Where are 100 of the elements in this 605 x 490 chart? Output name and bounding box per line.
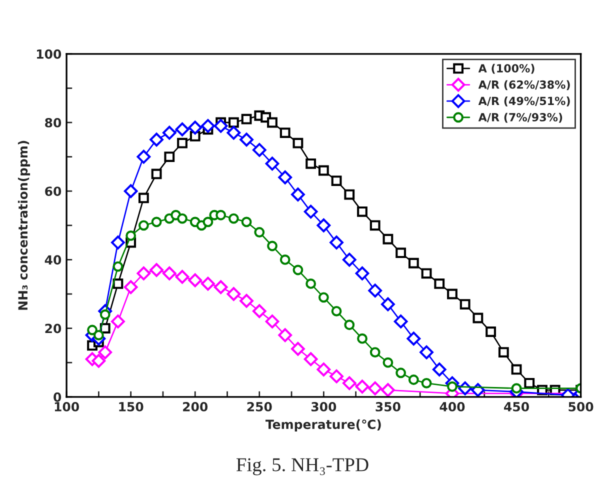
point bbox=[368, 381, 382, 396]
point bbox=[138, 220, 149, 231]
point bbox=[382, 234, 394, 244]
point bbox=[406, 332, 421, 346]
point bbox=[394, 314, 408, 328]
point bbox=[432, 362, 446, 376]
point bbox=[201, 276, 215, 291]
y-tick-label: 100 bbox=[37, 49, 62, 59]
point bbox=[265, 156, 280, 171]
x-tick-label: 400 bbox=[440, 402, 465, 412]
x-tick-label: 250 bbox=[247, 402, 272, 412]
point bbox=[226, 126, 241, 140]
point bbox=[214, 280, 228, 294]
point bbox=[162, 126, 176, 140]
point bbox=[342, 376, 356, 390]
point bbox=[265, 314, 280, 328]
point bbox=[292, 138, 304, 148]
point bbox=[344, 320, 355, 330]
point bbox=[254, 227, 265, 238]
point bbox=[228, 213, 239, 224]
point bbox=[280, 254, 290, 265]
point bbox=[382, 357, 394, 368]
point bbox=[124, 280, 138, 294]
point bbox=[150, 263, 164, 277]
point bbox=[267, 117, 278, 128]
y-tick-label: 80 bbox=[45, 118, 62, 128]
point bbox=[92, 354, 106, 368]
point bbox=[486, 326, 496, 337]
point bbox=[188, 120, 202, 135]
point bbox=[177, 138, 188, 148]
point bbox=[188, 273, 202, 288]
point bbox=[420, 345, 434, 360]
point bbox=[421, 268, 432, 279]
x-tick-label: 300 bbox=[311, 402, 336, 412]
point bbox=[472, 312, 484, 324]
point bbox=[318, 292, 329, 303]
point bbox=[98, 345, 112, 360]
point bbox=[93, 330, 104, 340]
point bbox=[511, 364, 522, 375]
point bbox=[357, 333, 368, 344]
point bbox=[381, 297, 395, 312]
point bbox=[100, 309, 110, 320]
x-tick-label: 350 bbox=[376, 402, 400, 412]
point bbox=[355, 266, 370, 280]
point bbox=[241, 114, 252, 124]
point bbox=[112, 261, 124, 272]
y-tick-label: 20 bbox=[45, 324, 62, 334]
y-tick-label: 60 bbox=[45, 186, 62, 196]
point bbox=[175, 122, 190, 136]
y-tick-label: 40 bbox=[44, 255, 62, 265]
point bbox=[355, 380, 370, 394]
point bbox=[524, 378, 535, 388]
point bbox=[177, 213, 188, 224]
point bbox=[292, 264, 304, 276]
caption: Fig. 5. NH₃-TPD bbox=[236, 458, 368, 476]
point bbox=[304, 352, 318, 366]
point bbox=[267, 240, 278, 252]
point bbox=[175, 270, 190, 284]
point bbox=[214, 118, 228, 133]
point bbox=[331, 176, 342, 186]
x-axis-title: Temperature(℃) bbox=[265, 419, 381, 432]
point bbox=[381, 383, 395, 397]
x-tick-label: 100 bbox=[54, 402, 79, 412]
point bbox=[136, 150, 151, 164]
point bbox=[278, 170, 292, 184]
point bbox=[278, 328, 292, 342]
point bbox=[342, 252, 356, 267]
point bbox=[304, 204, 318, 219]
point bbox=[280, 128, 290, 138]
point bbox=[331, 306, 342, 316]
point bbox=[201, 118, 215, 133]
point bbox=[240, 132, 254, 147]
point bbox=[124, 184, 138, 198]
point bbox=[291, 342, 305, 356]
x-tick-label: 200 bbox=[183, 402, 208, 412]
point bbox=[330, 236, 344, 250]
point bbox=[434, 278, 445, 289]
point bbox=[151, 168, 162, 180]
y-axis-title: NH₃ concentration(ppm) bbox=[18, 140, 30, 310]
x-tick-label: 450 bbox=[504, 402, 529, 412]
point bbox=[136, 266, 151, 280]
point bbox=[421, 378, 432, 388]
point bbox=[252, 304, 266, 318]
point bbox=[306, 278, 316, 289]
point bbox=[291, 188, 305, 202]
point bbox=[226, 287, 241, 301]
point bbox=[150, 132, 164, 147]
point bbox=[396, 368, 406, 378]
point bbox=[111, 314, 125, 328]
point bbox=[216, 210, 226, 220]
point bbox=[241, 216, 252, 228]
point bbox=[368, 284, 382, 298]
point bbox=[162, 266, 176, 280]
point bbox=[316, 362, 331, 376]
point bbox=[318, 165, 329, 176]
point bbox=[111, 236, 125, 250]
point bbox=[460, 299, 470, 310]
x-tick-label: 150 bbox=[119, 402, 144, 412]
point bbox=[151, 216, 162, 228]
point bbox=[202, 216, 214, 228]
